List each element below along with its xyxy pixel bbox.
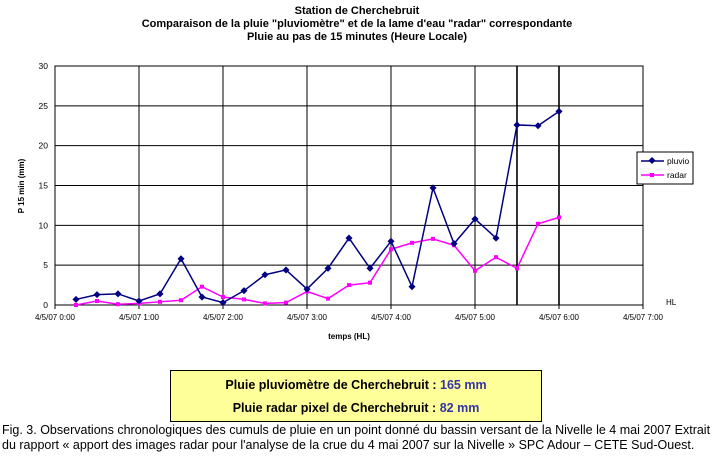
data-point-pluvio (429, 184, 437, 192)
plot-grid (54, 65, 644, 309)
data-point-pluvio (261, 271, 269, 279)
figure-caption: Fig. 3. Observations chronologiques des … (2, 423, 711, 452)
legend-radar-label: radar (667, 170, 687, 180)
y-tick-label: 20 (39, 141, 49, 151)
plot-ticks: 0 5 10 15 20 25 30 4/5/07 0:00 4/5/07 1:00 4/5/07… (35, 61, 664, 322)
legend: pluvio radar (636, 151, 694, 185)
summary-radar-label: Pluie radar pixel de Cherchebruit : (232, 401, 440, 415)
data-point-radar (284, 300, 288, 305)
y-axis-label: P 15 min (mm) (17, 158, 26, 213)
data-point-pluvio (387, 237, 395, 245)
data-point-radar (179, 298, 183, 303)
data-point-pluvio (282, 266, 290, 274)
series-line-pluvio (75, 110, 560, 304)
y-tick-label: 10 (39, 220, 49, 230)
x-tick-label: 4/5/07 3:00 (287, 313, 328, 322)
x-tick-label: 4/5/07 1:00 (119, 313, 160, 322)
data-point-pluvio (534, 122, 542, 130)
data-point-pluvio (156, 290, 164, 298)
chart-title-line-2: Comparaison de la pluie "pluviomètre" et… (142, 18, 573, 30)
data-point-radar (473, 268, 477, 273)
y-tick-label: 15 (39, 181, 49, 191)
summary-radar-row: Pluie radar pixel de Cherchebruit : 82 m… (171, 401, 541, 415)
data-point-radar (347, 283, 351, 288)
chart-title-line-1: Station de Cherchebruit (295, 5, 420, 17)
data-point-pluvio (513, 121, 521, 129)
y-tick-label: 30 (39, 61, 49, 71)
data-point-radar (242, 297, 246, 302)
data-point-pluvio (408, 283, 416, 291)
data-point-pluvio (240, 287, 248, 295)
data-point-pluvio (324, 264, 332, 272)
x-tick-label: 4/5/07 2:00 (203, 313, 244, 322)
data-point-radar (515, 266, 519, 271)
data-point-radar (95, 299, 99, 304)
data-point-radar (410, 240, 414, 245)
data-point-pluvio (72, 295, 80, 303)
data-point-radar (263, 301, 267, 306)
x-tick-label: 4/5/07 4:00 (371, 313, 412, 322)
data-point-radar (431, 236, 435, 241)
data-point-pluvio (135, 297, 143, 305)
data-point-pluvio (93, 291, 101, 299)
x-tick-label: 4/5/07 7:00 (623, 313, 664, 322)
data-point-radar (158, 299, 162, 304)
y-tick-label: 5 (43, 260, 48, 270)
data-point-pluvio (219, 299, 227, 307)
data-point-radar (494, 255, 498, 260)
data-point-radar (557, 215, 561, 220)
data-point-pluvio (114, 290, 122, 298)
legend-box (636, 151, 694, 185)
data-point-radar (200, 284, 204, 289)
plot-series (72, 107, 563, 307)
legend-pluvio-label: pluvio (667, 156, 689, 166)
data-point-pluvio (471, 215, 479, 223)
summary-radar-value: 82 mm (439, 401, 480, 415)
summary-pluvio-label: Pluie pluviomètre de Cherchebruit : (225, 378, 441, 392)
data-point-pluvio (198, 293, 206, 301)
x-axis-label: temps (HL) (328, 332, 370, 341)
data-point-radar (221, 295, 225, 300)
data-point-radar (389, 247, 393, 252)
data-point-pluvio (303, 285, 311, 293)
data-point-radar (326, 296, 330, 301)
data-point-pluvio (555, 107, 563, 115)
x-tick-label: 4/5/07 0:00 (35, 313, 76, 322)
rainfall-chart: Station de Cherchebruit Comparaison de l… (17, 5, 694, 341)
summary-pluvio-row: Pluie pluviomètre de Cherchebruit : 165 … (171, 378, 541, 392)
x-tick-label: 4/5/07 6:00 (539, 313, 580, 322)
summary-pluvio-value: 165 mm (440, 378, 487, 392)
series-line-radar (75, 216, 560, 306)
y-tick-label: 25 (39, 101, 49, 111)
y-tick-label: 0 (43, 300, 48, 310)
x-unit-label: HL (666, 298, 677, 307)
data-point-radar (74, 303, 78, 307)
data-point-radar (536, 221, 540, 226)
data-point-radar (368, 280, 372, 285)
data-point-pluvio (177, 255, 185, 263)
legend-pluvio-marker (648, 156, 656, 165)
legend-radar-marker (650, 173, 654, 177)
data-point-pluvio (492, 234, 500, 242)
data-point-pluvio (450, 240, 458, 248)
data-point-pluvio (345, 234, 353, 242)
data-point-pluvio (366, 264, 374, 272)
chart-title-line-3: Pluie au pas de 15 minutes (Heure Locale… (247, 31, 467, 43)
plot-frame (54, 65, 644, 306)
data-point-radar (116, 302, 120, 307)
x-tick-label: 4/5/07 5:00 (455, 313, 496, 322)
rainfall-summary-box: Pluie pluviomètre de Cherchebruit : 165 … (170, 370, 542, 422)
